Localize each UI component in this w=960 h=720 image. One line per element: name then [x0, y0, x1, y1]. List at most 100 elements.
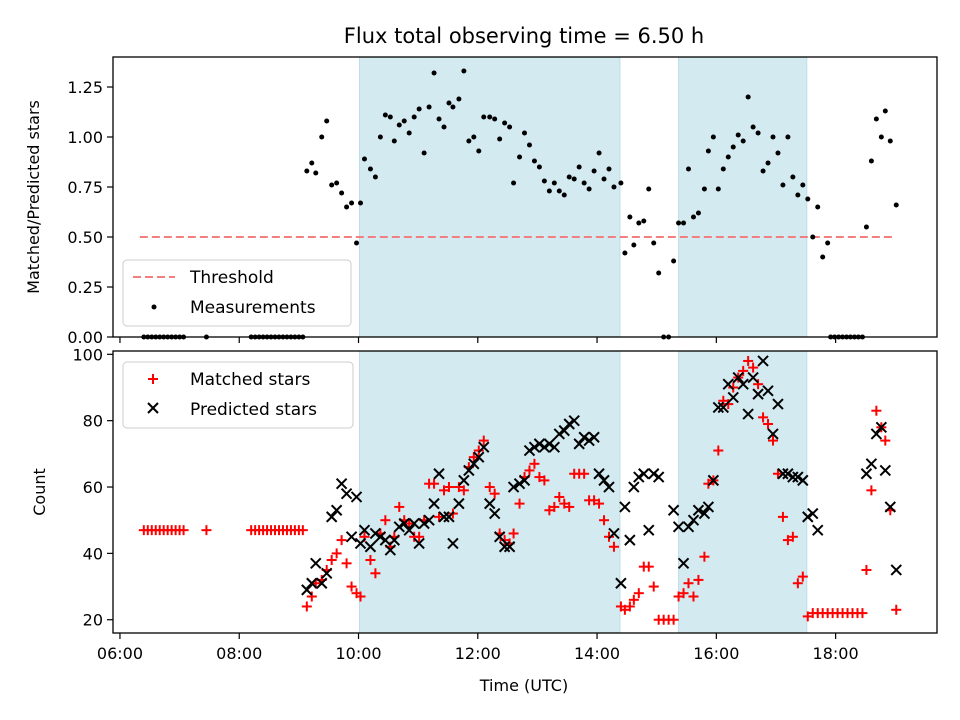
- matched-stars-point: [473, 445, 484, 456]
- matched-stars-point: [564, 501, 575, 512]
- matched-stars-point: [484, 482, 495, 493]
- predicted-stars-point: [493, 531, 506, 543]
- predicted-stars-point: [533, 438, 546, 450]
- measurement-point: [391, 138, 397, 144]
- predicted-stars-point: [503, 541, 516, 553]
- measurement-point: [517, 154, 523, 160]
- predicted-stars-point: [870, 428, 883, 440]
- measurement-point: [720, 166, 726, 172]
- top-y-axis-label: Matched/Predicted stars: [24, 100, 43, 294]
- predicted-stars-point: [563, 418, 575, 430]
- y-tick-label: 1.25: [67, 78, 103, 97]
- measurement-point: [387, 114, 393, 120]
- x-tick-label: 08:00: [216, 644, 262, 663]
- matched-stars-point: [458, 485, 469, 496]
- measurement-point: [304, 168, 310, 174]
- matched-stars-point: [713, 445, 724, 456]
- measurement-point: [536, 164, 542, 170]
- measurement-point: [690, 214, 696, 220]
- matched-stars-point: [370, 568, 381, 579]
- matched-stars-point: [554, 491, 565, 502]
- matched-stars-point: [753, 379, 764, 390]
- measurement-point: [511, 180, 517, 186]
- measurement-point: [770, 134, 776, 140]
- measurement-point: [810, 234, 816, 240]
- measurement-point: [765, 160, 771, 166]
- measurement-point: [878, 134, 884, 140]
- measurement-point: [800, 182, 806, 188]
- matched-stars-point: [648, 581, 659, 592]
- measurement-point: [357, 200, 363, 206]
- matched-stars-point: [723, 399, 734, 410]
- measurement-point: [868, 158, 874, 164]
- predicted-stars-point: [488, 507, 501, 520]
- matched-stars-point: [524, 465, 535, 476]
- matched-stars-point: [434, 511, 445, 522]
- bottom-yticks: 20 40 60 80 100: [72, 345, 113, 630]
- predicted-stars-point: [643, 524, 655, 536]
- measurement-point: [481, 114, 487, 120]
- predicted-stars-point: [732, 371, 744, 384]
- measurement-point: [487, 114, 493, 120]
- y-tick-label: 1.00: [67, 128, 103, 147]
- measurement-point: [367, 166, 373, 172]
- measurement-point: [760, 168, 766, 174]
- measurement-point: [502, 120, 508, 126]
- shaded-interval: [678, 350, 808, 634]
- predicted-stars-point: [787, 471, 799, 483]
- predicted-stars-point: [692, 504, 705, 516]
- measurement-point: [586, 186, 592, 192]
- predicted-stars-point: [498, 541, 511, 553]
- matched-stars-point: [767, 435, 778, 446]
- predicted-stars-point: [388, 534, 401, 546]
- matched-stars-point: [643, 561, 654, 572]
- top-axes-frame: [112, 56, 938, 338]
- measurement-point: [715, 186, 721, 192]
- measurement-point: [681, 220, 687, 226]
- predicted-stars-point: [345, 531, 358, 543]
- measurement-point: [531, 158, 537, 164]
- matched-stars-point: [861, 564, 872, 575]
- y-tick-label: 40: [83, 544, 103, 563]
- measurement-point: [522, 130, 528, 136]
- legend-threshold-label: Threshold: [189, 268, 274, 288]
- predicted-stars-point: [687, 514, 700, 526]
- measurement-point: [606, 166, 612, 172]
- predicted-stars-point: [628, 481, 640, 493]
- predicted-stars-point: [737, 378, 749, 390]
- predicted-stars-point: [603, 481, 615, 493]
- predicted-stars-point: [717, 401, 730, 414]
- predicted-stars-point: [792, 471, 804, 483]
- measurement-point: [618, 180, 624, 186]
- predicted-stars-point: [875, 421, 888, 434]
- predicted-stars-point: [310, 557, 322, 570]
- predicted-stars-point: [742, 408, 754, 420]
- measurement-point: [361, 156, 367, 162]
- y-tick-label: 0.50: [67, 228, 103, 247]
- matched-stars-point: [772, 468, 783, 479]
- measurement-point: [611, 184, 617, 190]
- measurement-point: [466, 138, 472, 144]
- x-tick-label: 18:00: [813, 644, 859, 663]
- measurement-point: [344, 204, 350, 210]
- shaded-interval: [678, 56, 808, 338]
- matched-stars-point: [301, 601, 312, 612]
- y-tick-label: 80: [83, 412, 103, 431]
- matched-stars-point: [539, 475, 550, 486]
- matched-stars-point: [880, 435, 891, 446]
- legend-measurements-label: Measurements: [190, 298, 316, 318]
- predicted-stars-point: [513, 477, 526, 490]
- predicted-stars-point: [578, 431, 590, 443]
- predicted-stars-point: [648, 468, 660, 480]
- predicted-stars-point: [698, 507, 711, 520]
- predicted-stars-point: [408, 517, 420, 530]
- predicted-stars-point: [568, 414, 580, 427]
- matched-stars-point: [599, 515, 610, 526]
- predicted-stars-point: [807, 507, 819, 520]
- predicted-stars-point: [518, 474, 531, 487]
- predicted-stars-point: [707, 474, 720, 487]
- matched-stars-point: [678, 588, 689, 599]
- measurement-point: [701, 186, 707, 192]
- measurement-point: [492, 116, 498, 122]
